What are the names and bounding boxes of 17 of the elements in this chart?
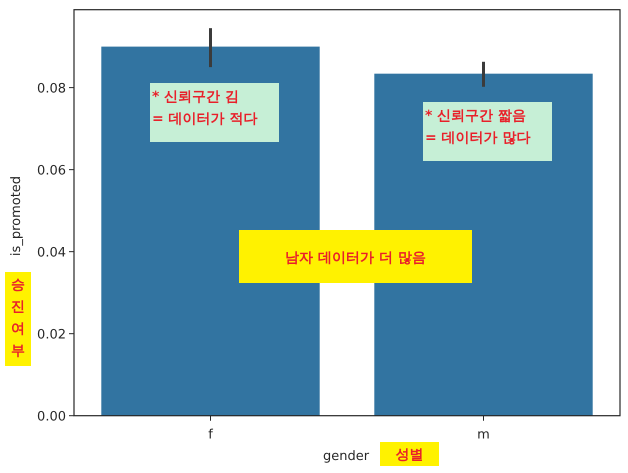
x-axis-title: gender xyxy=(322,449,370,464)
y-axis-title: is_promoted xyxy=(9,176,24,256)
y-tick-label: 0.06 xyxy=(37,164,66,179)
x-tick-label: f xyxy=(208,428,214,443)
x-tick-label: m xyxy=(477,428,490,443)
annotation: * 신뢰구간 짧음 = 데이터가 많다 xyxy=(423,102,552,161)
annotation: 성별 xyxy=(380,442,439,466)
annotation: 남자 데이터가 더 많음 xyxy=(239,230,472,283)
y-tick-label: 0.02 xyxy=(37,328,66,343)
annotation: * 신뢰구간 김 = 데이터가 적다 xyxy=(150,83,279,142)
annotation: * 신뢰구간 짧음 = 데이터가 많다 xyxy=(425,108,530,146)
annotation: 승진여부 xyxy=(5,272,31,366)
y-tick-label: 0.00 xyxy=(37,410,66,425)
annotation: 남자 데이터가 더 많음 xyxy=(285,250,426,266)
annotation: * 신뢰구간 김 = 데이터가 적다 xyxy=(152,89,258,127)
y-tick-label: 0.04 xyxy=(37,246,66,261)
y-tick-label: 0.08 xyxy=(37,82,66,97)
